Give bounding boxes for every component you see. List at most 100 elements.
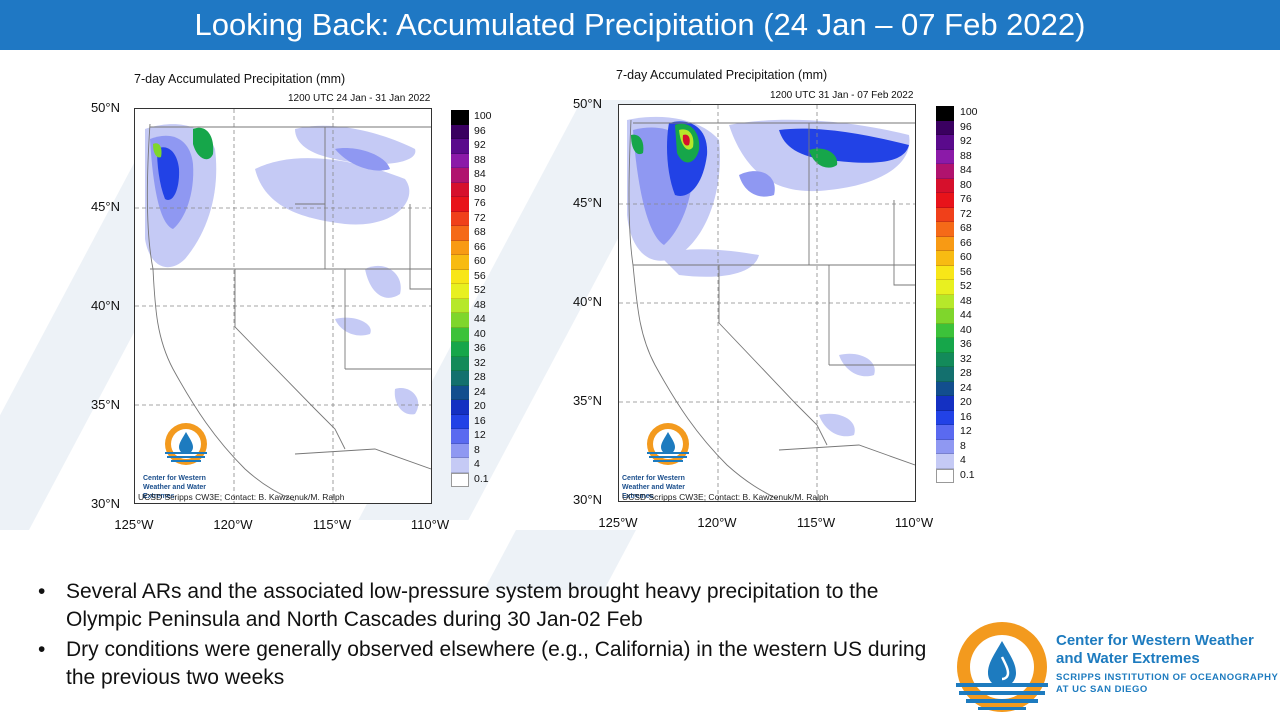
colorbar-cell bbox=[451, 226, 469, 241]
colorbar-label: 84 bbox=[960, 164, 972, 176]
colorbar-cell bbox=[936, 135, 954, 150]
colorbar-label: 32 bbox=[474, 356, 486, 369]
map-date-range: 1200 UTC 24 Jan - 31 Jan 2022 bbox=[288, 93, 431, 104]
colorbar-label: 72 bbox=[474, 211, 486, 224]
precip-area bbox=[819, 413, 855, 437]
lat-label: 45°N bbox=[572, 195, 602, 210]
bullet-text: Dry conditions were generally observed e… bbox=[66, 638, 927, 689]
colorbar-label: 84 bbox=[474, 168, 486, 180]
colorbar-cell bbox=[936, 439, 954, 454]
lon-label: 125°W bbox=[598, 515, 638, 530]
lat-label: 40°N bbox=[90, 298, 120, 313]
lat-label: 35°N bbox=[90, 397, 120, 412]
colorbar-cell bbox=[936, 251, 954, 266]
map-date-range: 1200 UTC 31 Jan - 07 Feb 2022 bbox=[770, 90, 914, 101]
lon-label: 110°W bbox=[410, 517, 450, 532]
precip-map-svg bbox=[135, 109, 431, 503]
colorbar bbox=[936, 106, 954, 483]
colorbar-label: 76 bbox=[960, 193, 972, 205]
colorbar-cell bbox=[936, 338, 954, 353]
colorbar-label: 24 bbox=[474, 385, 486, 398]
colorbar-label: 16 bbox=[474, 414, 486, 427]
colorbar-cell bbox=[936, 236, 954, 251]
colorbar-label: 68 bbox=[960, 222, 972, 234]
bullet-list: • Several ARs and the associated low-pre… bbox=[38, 578, 938, 694]
cw3e-logo-large-icon bbox=[956, 622, 1048, 712]
colorbar-cell bbox=[451, 342, 469, 357]
lat-label: 30°N bbox=[572, 492, 602, 507]
colorbar-cell bbox=[451, 110, 469, 125]
colorbar-cell bbox=[451, 168, 469, 183]
colorbar-cell bbox=[451, 371, 469, 386]
colorbar-cell bbox=[936, 106, 954, 121]
colorbar-label: 80 bbox=[960, 178, 972, 191]
colorbar-label: 92 bbox=[960, 135, 972, 147]
colorbar-label: 48 bbox=[960, 294, 972, 307]
colorbar-label: 12 bbox=[474, 429, 486, 441]
colorbar-cell bbox=[936, 120, 954, 135]
colorbar-label: 20 bbox=[474, 400, 486, 412]
colorbar-cell bbox=[451, 414, 469, 429]
cw3e-logo-text: Center for Western Weather and Water Ext… bbox=[143, 475, 207, 500]
colorbar-cell bbox=[936, 352, 954, 367]
colorbar-label: 56 bbox=[960, 265, 972, 278]
colorbar-cell bbox=[451, 385, 469, 400]
precip-area bbox=[631, 134, 644, 155]
colorbar-label: 68 bbox=[474, 226, 486, 238]
colorbar-label: 52 bbox=[960, 280, 972, 292]
colorbar-label: 100 bbox=[474, 110, 492, 122]
colorbar-cell bbox=[451, 153, 469, 168]
colorbar-label: 72 bbox=[960, 207, 972, 220]
lon-label: 110°W bbox=[894, 515, 934, 530]
colorbar-label: 36 bbox=[474, 342, 486, 354]
colorbar-cell bbox=[936, 425, 954, 440]
colorbar-label: 60 bbox=[474, 255, 486, 267]
map-credit: UCSD Scripps CW3E; Contact: B. Kawzenuk/… bbox=[138, 492, 345, 502]
precip-area bbox=[365, 265, 401, 298]
colorbar-label: 0.1 bbox=[474, 472, 489, 485]
colorbar-label: 96 bbox=[960, 120, 972, 133]
colorbar-label: 60 bbox=[960, 251, 972, 263]
lat-label: 40°N bbox=[572, 294, 602, 309]
colorbar-label: 66 bbox=[474, 240, 486, 253]
colorbar-label: 44 bbox=[960, 309, 972, 321]
colorbar-cell bbox=[451, 197, 469, 212]
colorbar-cell bbox=[936, 193, 954, 208]
colorbar-label: 92 bbox=[474, 139, 486, 151]
colorbar-label: 40 bbox=[474, 327, 486, 340]
colorbar-label: 28 bbox=[960, 367, 972, 379]
colorbar-label: 8 bbox=[960, 439, 966, 452]
bullet-dot: • bbox=[38, 638, 46, 661]
colorbar-cell bbox=[451, 240, 469, 255]
colorbar-cell bbox=[451, 284, 469, 299]
colorbar-cell bbox=[451, 139, 469, 154]
map-title: 7-day Accumulated Precipitation (mm) bbox=[616, 68, 828, 82]
colorbar-cell bbox=[936, 367, 954, 382]
colorbar-label: 76 bbox=[474, 197, 486, 209]
colorbar-cell bbox=[936, 280, 954, 295]
colorbar bbox=[451, 110, 469, 487]
lon-label: 115°W bbox=[796, 515, 836, 530]
colorbar-cell bbox=[936, 294, 954, 309]
colorbar-cell bbox=[451, 269, 469, 284]
colorbar-label: 44 bbox=[474, 313, 486, 325]
colorbar-cell bbox=[936, 396, 954, 411]
colorbar-label: 4 bbox=[474, 458, 480, 470]
colorbar-label: 100 bbox=[960, 106, 978, 118]
colorbar-cell bbox=[936, 222, 954, 237]
colorbar-cell bbox=[936, 265, 954, 280]
cw3e-logo-text: Center for Western Weather and Water Ext… bbox=[622, 475, 686, 500]
precip-area bbox=[193, 127, 214, 160]
precip-area bbox=[255, 158, 410, 225]
org-institution-line2: AT UC SAN DIEGO bbox=[1056, 683, 1148, 695]
colorbar-label: 36 bbox=[960, 338, 972, 350]
cw3e-logo-icon bbox=[165, 423, 207, 465]
org-institution-line1: SCRIPPS INSTITUTION OF OCEANOGRAPHY bbox=[1056, 672, 1279, 683]
colorbar-label: 0.1 bbox=[960, 468, 975, 481]
precip-area bbox=[739, 171, 775, 197]
colorbar-label: 80 bbox=[474, 182, 486, 195]
colorbar-label: 32 bbox=[960, 352, 972, 365]
colorbar-label: 24 bbox=[960, 381, 972, 394]
colorbar-label: 88 bbox=[474, 153, 486, 166]
colorbar-label: 52 bbox=[474, 284, 486, 296]
